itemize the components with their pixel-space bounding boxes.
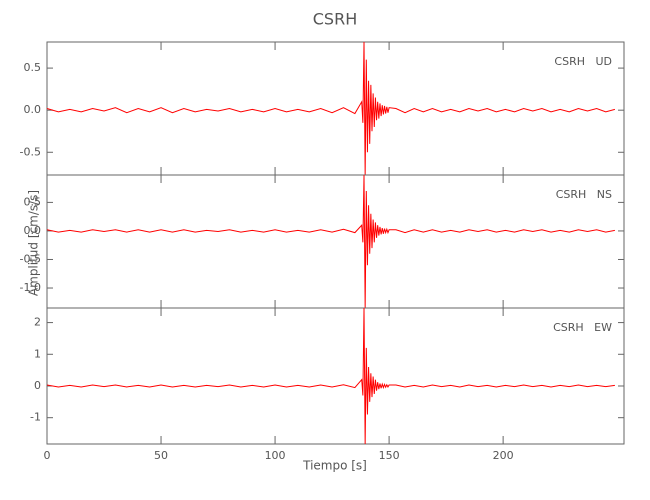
panel-frame xyxy=(46,307,625,445)
y-tick-label: -0.5 xyxy=(20,145,41,158)
seismogram-trace xyxy=(46,41,616,176)
x-axis-label: Tiempo [s] xyxy=(302,459,367,473)
y-tick-label: -0.5 xyxy=(20,252,41,265)
x-tick-label: 100 xyxy=(265,449,286,462)
y-tick-label: 0.5 xyxy=(24,195,42,208)
panel-label: CSRH EW xyxy=(553,321,612,334)
y-tick-label: 0.0 xyxy=(24,103,42,116)
x-tick-label: 50 xyxy=(154,449,168,462)
y-tick-label: -1 xyxy=(30,411,41,424)
y-tick-label: 0 xyxy=(34,379,41,392)
y-axis-label: Amplitud [cm/s/s] xyxy=(27,190,41,296)
panel-label: CSRH UD xyxy=(554,55,612,68)
seismogram-trace xyxy=(46,174,615,309)
x-tick-label: 200 xyxy=(493,449,514,462)
seismogram-trace xyxy=(46,307,615,445)
x-tick-label: 150 xyxy=(379,449,400,462)
y-tick-label: 0.0 xyxy=(24,224,42,237)
y-tick-label: 0.5 xyxy=(24,61,42,74)
chart-title: CSRH xyxy=(313,10,357,29)
y-tick-label: -1.0 xyxy=(20,281,41,294)
panel-label: CSRH NS xyxy=(556,188,612,201)
y-tick-label: 2 xyxy=(34,316,41,329)
y-tick-label: 1 xyxy=(34,347,41,360)
x-tick-label: 0 xyxy=(44,449,51,462)
